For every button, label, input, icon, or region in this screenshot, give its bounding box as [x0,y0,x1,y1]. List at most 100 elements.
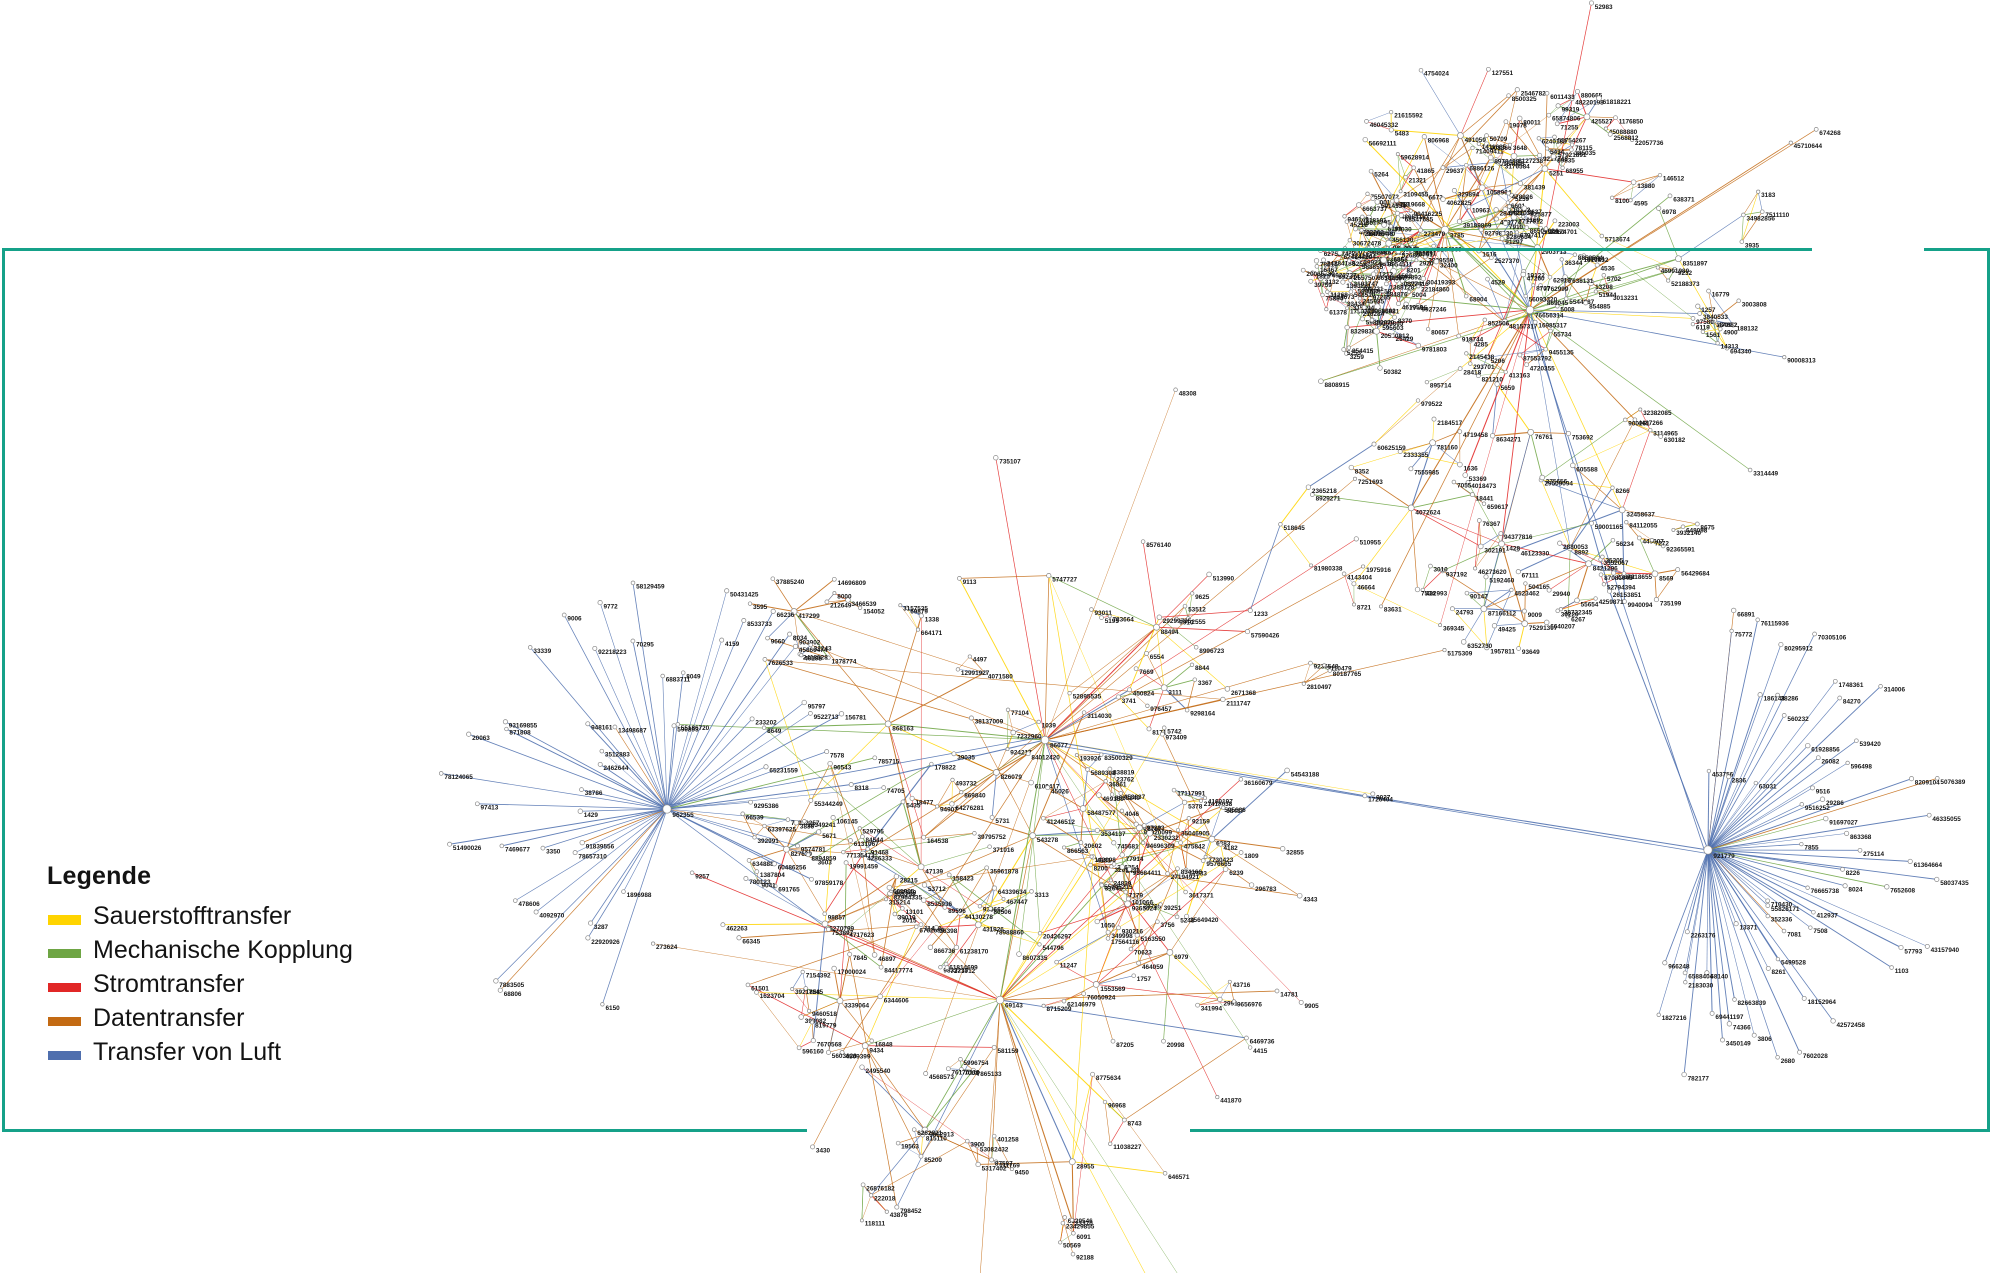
svg-text:42572458: 42572458 [1837,1022,1866,1029]
svg-text:23370: 23370 [1075,1221,1093,1228]
svg-text:9574781: 9574781 [801,847,826,854]
svg-text:60625159: 60625159 [1377,445,1406,452]
svg-text:99319: 99319 [1562,107,1580,114]
svg-text:17564116: 17564116 [1111,939,1140,946]
svg-text:61928856: 61928856 [1811,747,1840,754]
svg-text:43716: 43716 [1233,982,1251,989]
svg-text:735199: 735199 [1660,601,1682,608]
svg-text:9460518: 9460518 [812,1011,837,1018]
svg-text:7883505: 7883505 [499,982,524,989]
svg-text:38786: 38786 [585,790,603,797]
svg-text:35050865: 35050865 [1375,321,1404,328]
svg-text:56429684: 56429684 [1681,570,1710,577]
svg-text:329894: 329894 [1458,191,1480,198]
svg-text:92159: 92159 [1192,819,1210,826]
svg-text:9905: 9905 [1305,1003,1320,1010]
svg-text:40198: 40198 [804,656,822,663]
svg-text:7055: 7055 [1457,483,1472,490]
svg-text:869840: 869840 [964,793,986,800]
svg-text:834166: 834166 [1181,869,1203,876]
svg-text:95797: 95797 [808,703,826,710]
svg-text:55654: 55654 [1581,601,1599,608]
svg-text:39035: 39035 [957,755,975,762]
svg-text:45026: 45026 [1051,788,1069,795]
svg-text:47260: 47260 [1527,276,1545,283]
svg-text:83500329: 83500329 [1104,755,1133,762]
svg-text:3935: 3935 [1745,242,1760,249]
svg-text:2903713: 2903713 [1542,249,1567,256]
svg-text:66345: 66345 [742,939,760,946]
svg-text:7578: 7578 [830,752,845,759]
svg-text:3806: 3806 [1758,1036,1773,1043]
svg-text:82663839: 82663839 [1738,1000,1767,1007]
svg-text:46123330: 46123330 [1521,550,1550,557]
svg-text:8266: 8266 [1616,488,1631,495]
svg-text:9113: 9113 [963,579,977,586]
svg-text:44130278: 44130278 [965,914,994,921]
svg-text:634888: 634888 [752,861,774,868]
svg-text:491059: 491059 [1465,137,1487,144]
svg-text:69441197: 69441197 [1715,1014,1744,1021]
svg-text:8576140: 8576140 [1146,542,1171,549]
svg-text:921779: 921779 [1713,853,1735,860]
svg-text:76761: 76761 [1535,434,1553,441]
svg-text:510955: 510955 [1360,540,1382,547]
svg-text:2333355: 2333355 [1403,452,1428,459]
svg-text:96968: 96968 [1108,1102,1126,1109]
svg-text:7511110: 7511110 [1765,212,1789,219]
svg-text:5248: 5248 [1180,917,1195,924]
svg-text:5255: 5255 [1352,261,1367,268]
svg-text:36861: 36861 [1109,782,1127,789]
svg-text:2680: 2680 [1781,1058,1796,1065]
svg-text:53369: 53369 [1469,476,1487,483]
svg-text:674268: 674268 [1819,130,1841,137]
svg-text:8775634: 8775634 [1096,1075,1121,1082]
svg-text:4072624: 4072624 [1415,510,1440,517]
svg-text:80657: 80657 [1431,330,1449,337]
svg-text:478606: 478606 [518,901,540,908]
svg-text:3339064: 3339064 [844,1002,869,1009]
svg-text:28418: 28418 [1463,369,1481,376]
svg-text:1233: 1233 [1254,611,1269,618]
svg-text:596160: 596160 [802,1048,824,1055]
svg-text:51490026: 51490026 [453,845,482,852]
svg-text:52686: 52686 [1402,252,1420,259]
svg-text:7865133: 7865133 [977,1071,1002,1078]
svg-text:38286: 38286 [1781,695,1799,702]
svg-text:6352730: 6352730 [1467,643,1492,650]
svg-text:2527370: 2527370 [1495,258,1520,265]
svg-text:9927246: 9927246 [1422,306,1447,313]
svg-text:97859178: 97859178 [815,880,844,887]
svg-text:7251693: 7251693 [1358,479,1383,486]
svg-text:5434: 5434 [1550,149,1565,156]
svg-text:783664: 783664 [1113,617,1135,624]
svg-text:979522: 979522 [1421,401,1443,408]
svg-text:464059: 464059 [1142,964,1164,971]
svg-text:76170110: 76170110 [952,1069,981,1076]
svg-text:6978: 6978 [1662,209,1677,216]
svg-text:900261: 900261 [1628,420,1650,427]
svg-text:596498: 596498 [1851,763,1873,770]
svg-text:275114: 275114 [1863,851,1884,858]
svg-text:413163: 413163 [1509,372,1531,379]
svg-text:65231559: 65231559 [769,768,798,775]
svg-text:30672478: 30672478 [1353,241,1382,248]
svg-text:450824: 450824 [1133,691,1155,698]
svg-text:16985317: 16985317 [1538,323,1567,330]
svg-text:7555985: 7555985 [1414,470,1439,477]
svg-text:7855: 7855 [1804,845,1819,852]
svg-text:94377816: 94377816 [1504,534,1533,541]
svg-text:8200: 8200 [1094,866,1109,873]
svg-text:12991927: 12991927 [961,670,990,677]
svg-text:785715: 785715 [878,759,900,766]
svg-text:1975916: 1975916 [1366,567,1391,574]
svg-text:127551: 127551 [1492,70,1514,77]
svg-text:2111747: 2111747 [1226,700,1251,707]
svg-text:753897: 753897 [832,930,854,937]
svg-text:412937: 412937 [1817,913,1839,920]
svg-text:57590426: 57590426 [1251,632,1280,639]
svg-text:9940094: 9940094 [1628,602,1653,609]
svg-text:866563: 866563 [1067,848,1089,855]
svg-text:8996723: 8996723 [1199,648,1224,655]
svg-text:57793: 57793 [1904,948,1922,955]
